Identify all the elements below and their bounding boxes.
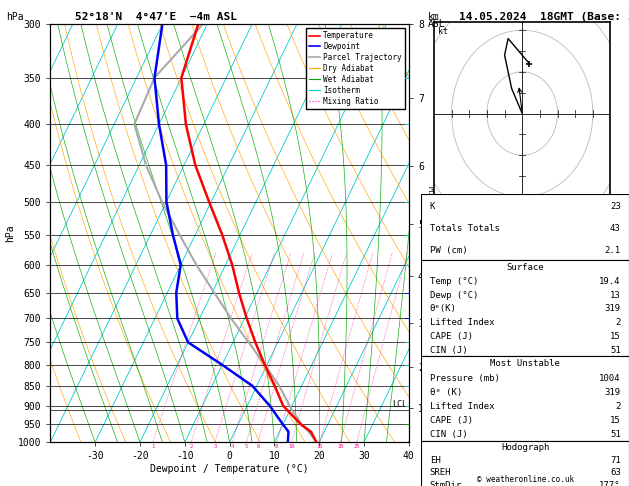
Bar xyxy=(421,194,629,260)
Text: StmDir: StmDir xyxy=(430,481,462,486)
Text: 2: 2 xyxy=(189,444,192,450)
Text: PW (cm): PW (cm) xyxy=(430,245,467,255)
Text: SREH: SREH xyxy=(430,469,451,477)
Text: km: km xyxy=(428,12,440,22)
Text: 25: 25 xyxy=(353,444,360,450)
Text: © weatheronline.co.uk: © weatheronline.co.uk xyxy=(477,474,574,484)
Text: kt: kt xyxy=(438,27,448,36)
Text: 51: 51 xyxy=(610,430,621,439)
Text: 23: 23 xyxy=(610,202,621,211)
Text: 3: 3 xyxy=(213,444,216,450)
Text: 13: 13 xyxy=(610,291,621,299)
Text: 15: 15 xyxy=(610,332,621,341)
Text: LCL: LCL xyxy=(392,400,408,409)
Text: 43: 43 xyxy=(610,224,621,233)
Bar xyxy=(421,356,629,441)
Text: EH: EH xyxy=(430,456,440,465)
Text: 15: 15 xyxy=(316,444,323,450)
Text: Hodograph: Hodograph xyxy=(501,443,549,452)
Legend: Temperature, Dewpoint, Parcel Trajectory, Dry Adiabat, Wet Adiabat, Isotherm, Mi: Temperature, Dewpoint, Parcel Trajectory… xyxy=(306,28,405,109)
Text: 1: 1 xyxy=(151,444,155,450)
Text: CIN (J): CIN (J) xyxy=(430,430,467,439)
Text: 10: 10 xyxy=(289,444,295,450)
Bar xyxy=(421,260,629,356)
Text: Lifted Index: Lifted Index xyxy=(430,318,494,327)
Text: θᵉ(K): θᵉ(K) xyxy=(430,304,457,313)
Text: 51: 51 xyxy=(610,346,621,355)
Text: 8: 8 xyxy=(275,444,278,450)
Text: 63: 63 xyxy=(610,469,621,477)
Text: Dewp (°C): Dewp (°C) xyxy=(430,291,478,299)
Y-axis label: hPa: hPa xyxy=(5,225,15,242)
Text: 5: 5 xyxy=(245,444,248,450)
Text: K: K xyxy=(430,202,435,211)
Text: 2.1: 2.1 xyxy=(604,245,621,255)
Text: 1004: 1004 xyxy=(599,374,621,382)
Text: 19.4: 19.4 xyxy=(599,277,621,286)
Text: 177°: 177° xyxy=(599,481,621,486)
Text: 2: 2 xyxy=(615,402,621,411)
Bar xyxy=(421,441,629,486)
Text: 20: 20 xyxy=(337,444,343,450)
Text: 71: 71 xyxy=(610,456,621,465)
Text: 6: 6 xyxy=(256,444,260,450)
Text: Lifted Index: Lifted Index xyxy=(430,402,494,411)
Text: CIN (J): CIN (J) xyxy=(430,346,467,355)
Text: hPa: hPa xyxy=(6,12,24,22)
Text: 4: 4 xyxy=(231,444,234,450)
Text: Pressure (mb): Pressure (mb) xyxy=(430,374,499,382)
Text: 52°18'N  4°47'E  −4m ASL: 52°18'N 4°47'E −4m ASL xyxy=(75,12,238,22)
Text: 14.05.2024  18GMT (Base: 18): 14.05.2024 18GMT (Base: 18) xyxy=(459,12,629,22)
Text: ASL: ASL xyxy=(428,19,445,30)
Text: CAPE (J): CAPE (J) xyxy=(430,332,473,341)
Text: θᵉ (K): θᵉ (K) xyxy=(430,388,462,397)
Text: 15: 15 xyxy=(610,416,621,425)
Y-axis label: Mixing Ratio (g/kg): Mixing Ratio (g/kg) xyxy=(426,186,435,281)
Text: CAPE (J): CAPE (J) xyxy=(430,416,473,425)
Text: 319: 319 xyxy=(604,388,621,397)
Text: 319: 319 xyxy=(604,304,621,313)
Text: Surface: Surface xyxy=(506,263,544,272)
Text: Totals Totals: Totals Totals xyxy=(430,224,499,233)
X-axis label: Dewpoint / Temperature (°C): Dewpoint / Temperature (°C) xyxy=(150,464,309,474)
Text: 2: 2 xyxy=(615,318,621,327)
Text: Most Unstable: Most Unstable xyxy=(490,360,560,368)
Text: Temp (°C): Temp (°C) xyxy=(430,277,478,286)
